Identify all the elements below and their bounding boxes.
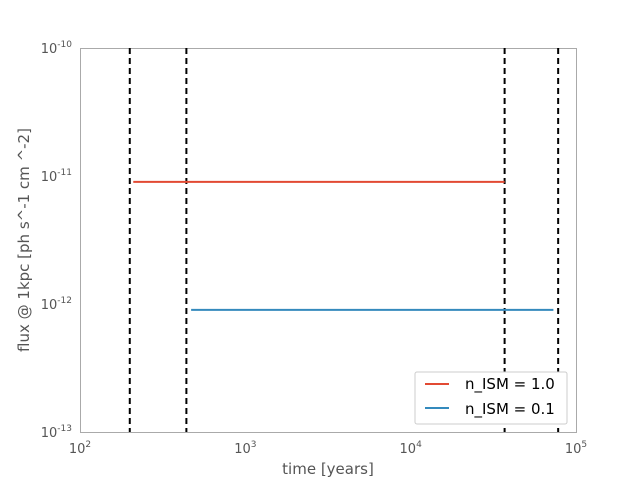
legend-label-n-ism-0-1: n_ISM = 0.1: [465, 400, 555, 419]
y-tick-labels: 10-13 10-12 10-11 10-10: [41, 40, 73, 441]
series-layer: [133, 180, 554, 311]
legend: n_ISM = 1.0 n_ISM = 0.1: [414, 371, 568, 425]
y-tick-label-3: 10-10: [41, 40, 73, 57]
x-tick-label-0: 102: [69, 440, 91, 457]
legend-box: [414, 371, 568, 425]
legend-label-n-ism-1: n_ISM = 1.0: [465, 375, 555, 394]
y-tick-label-0: 10-13: [41, 424, 72, 441]
x-tick-labels: 102 103 104 105: [69, 440, 587, 457]
x-axis-label: time [years]: [282, 460, 374, 478]
vlines-layer: [128, 48, 560, 432]
x-tick-label-3: 105: [565, 440, 587, 457]
x-tick-label-1: 103: [234, 440, 256, 457]
y-tick-label-2: 10-11: [41, 168, 72, 185]
y-axis-label: flux @ 1kpc [ph s^-1 cm ^-2]: [15, 128, 33, 352]
y-tick-label-1: 10-12: [41, 296, 72, 313]
plot-area: [80, 48, 577, 433]
x-tick-label-2: 104: [400, 440, 423, 457]
